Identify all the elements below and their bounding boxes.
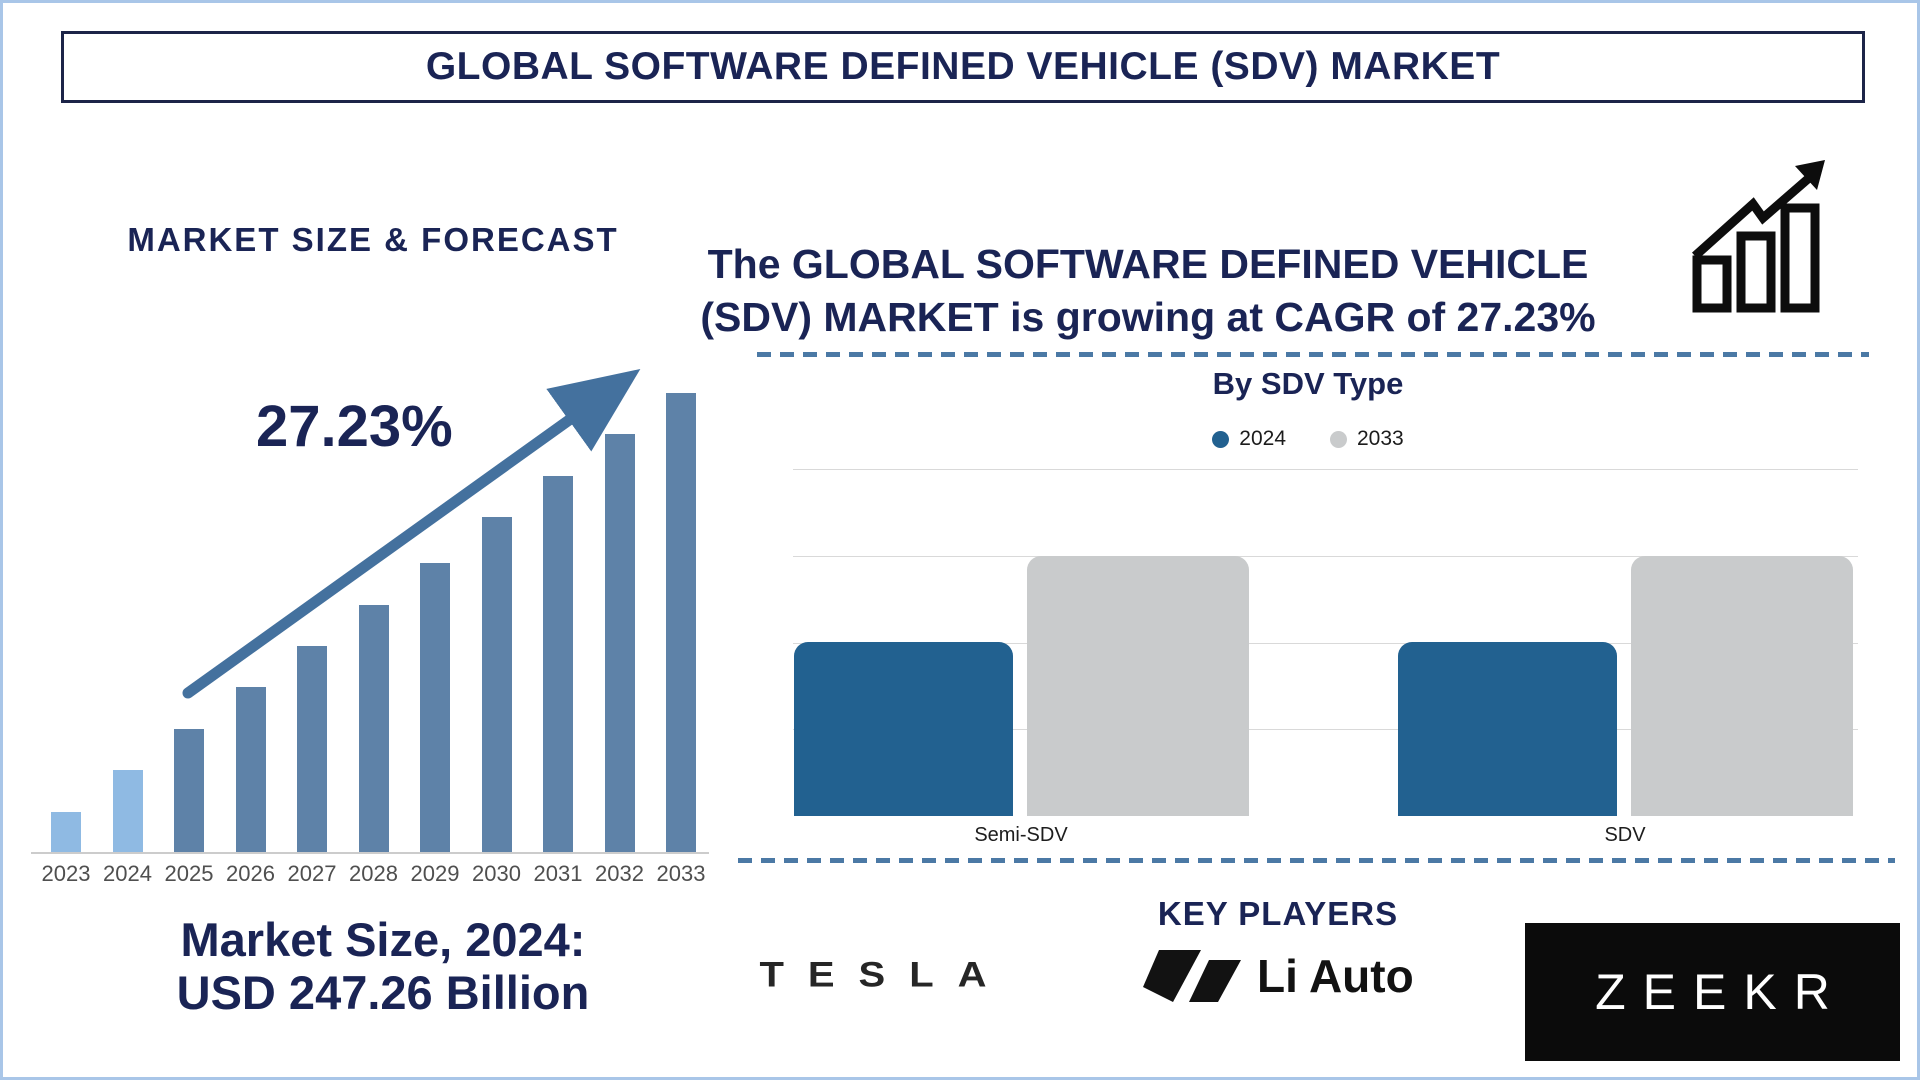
dashed-divider-top bbox=[757, 352, 1869, 357]
legend-label-2033: 2033 bbox=[1357, 427, 1404, 450]
tesla-logo: TESLA bbox=[759, 955, 1011, 995]
forecast-heading: MARKET SIZE & FORECAST bbox=[127, 221, 619, 258]
sdv-bar-Semi-SDV-2024 bbox=[794, 642, 1013, 816]
year-label-2033: 2033 bbox=[656, 861, 706, 886]
sdv-type-category-axis: Semi-SDV SDV bbox=[793, 824, 1858, 852]
zeekr-logo: ZEEKR bbox=[1525, 923, 1900, 1061]
legend-dot-2033-icon bbox=[1330, 430, 1347, 448]
forecast-bar-2030 bbox=[481, 517, 512, 853]
title-box: GLOBAL SOFTWARE DEFINED VEHICLE (SDV) MA… bbox=[61, 31, 1865, 103]
page-title: GLOBAL SOFTWARE DEFINED VEHICLE (SDV) MA… bbox=[425, 45, 1501, 88]
market-size-caption-line2: USD 247.26 Billion bbox=[176, 966, 590, 1020]
cagr-value-label: 27.23% bbox=[256, 394, 453, 459]
cagr-trend-arrow-icon bbox=[182, 368, 641, 699]
year-label-2027: 2027 bbox=[287, 861, 337, 886]
forecast-bar-2024 bbox=[112, 770, 143, 853]
year-label-2024: 2024 bbox=[103, 861, 152, 886]
forecast-bar-2025 bbox=[174, 729, 204, 853]
forecast-year-axis: 2023 2024 2025 2026 2027 2028 2029 2030 2031 2032… bbox=[42, 861, 743, 891]
legend-dot-2024-icon bbox=[1212, 430, 1230, 448]
growth-note-line1: The GLOBAL SOFTWARE DEFINED VEHICLE bbox=[707, 241, 1589, 287]
growth-note: The GLOBAL SOFTWARE DEFINED VEHICLE (SDV… bbox=[603, 238, 1693, 345]
forecast-bar-2029 bbox=[420, 563, 450, 853]
year-label-2023: 2023 bbox=[41, 861, 91, 886]
dashed-divider-bottom bbox=[738, 858, 1895, 863]
year-label-2029: 2029 bbox=[410, 861, 460, 886]
liauto-logo: Li Auto bbox=[1143, 949, 1414, 1003]
market-size-caption: Market Size, 2024: USD 247.26 Billion bbox=[83, 913, 683, 1019]
legend-item-2024: 2024 bbox=[1212, 427, 1286, 451]
forecast-bar-2033 bbox=[666, 393, 696, 853]
zeekr-logo-text: ZEEKR bbox=[1595, 964, 1847, 1020]
year-label-2032: 2032 bbox=[595, 861, 644, 886]
category-label-Semi-SDV: Semi-SDV bbox=[974, 824, 1068, 846]
market-size-caption-line1: Market Size, 2024: bbox=[180, 913, 586, 966]
sdv-type-legend: 2024 2033 bbox=[1133, 426, 1483, 452]
gridline bbox=[793, 729, 1858, 730]
sdv-type-title: By SDV Type bbox=[1212, 366, 1404, 401]
sdv-bar-SDV-2033 bbox=[1631, 556, 1853, 816]
legend-item-2033: 2033 bbox=[1330, 427, 1404, 451]
liauto-mark-icon bbox=[1143, 950, 1241, 1002]
year-label-2030: 2030 bbox=[472, 861, 521, 886]
sdv-bar-Semi-SDV-2033 bbox=[1027, 556, 1249, 816]
forecast-bar-2026 bbox=[235, 687, 266, 853]
year-label-2031: 2031 bbox=[533, 861, 583, 886]
forecast-bar-2032 bbox=[604, 434, 635, 853]
growth-note-line2: (SDV) MARKET is growing at CAGR of 27.23… bbox=[700, 294, 1596, 341]
year-label-2025: 2025 bbox=[164, 861, 214, 886]
category-label-SDV: SDV bbox=[1604, 824, 1646, 846]
forecast-axis-line bbox=[31, 852, 709, 854]
forecast-bar-chart bbox=[43, 373, 708, 853]
forecast-bar-2027 bbox=[297, 646, 327, 853]
forecast-bar-2028 bbox=[358, 605, 389, 853]
year-label-2026: 2026 bbox=[226, 861, 275, 886]
gridline bbox=[793, 469, 1858, 470]
gridline bbox=[793, 643, 1858, 644]
forecast-bar-2023 bbox=[51, 812, 81, 853]
gridline bbox=[793, 556, 1858, 557]
growth-trend-icon bbox=[1691, 160, 1825, 313]
sdv-bar-SDV-2024 bbox=[1398, 642, 1617, 816]
sdv-type-bar-chart bbox=[793, 469, 1858, 816]
liauto-logo-text: Li Auto bbox=[1257, 950, 1414, 1002]
key-players-heading: KEY PLAYERS bbox=[1157, 895, 1399, 932]
forecast-bar-2031 bbox=[543, 476, 573, 853]
legend-label-2024: 2024 bbox=[1239, 427, 1286, 450]
year-label-2028: 2028 bbox=[349, 861, 398, 886]
